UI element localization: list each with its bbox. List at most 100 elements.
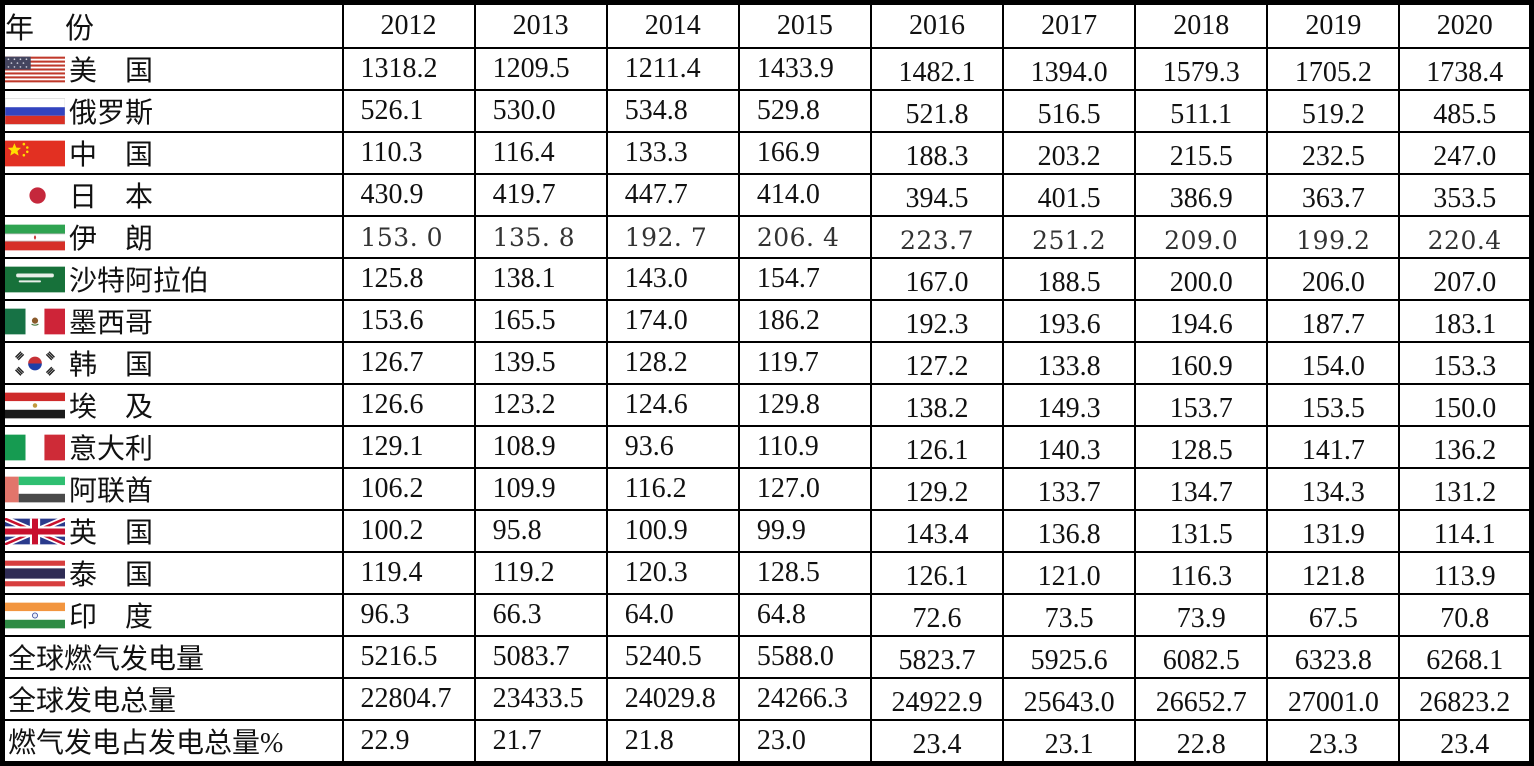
row-label-cell: 意大利 (1, 425, 344, 469)
value-cell: 153.6 (341, 299, 476, 343)
value-cell: 5925.6 (1002, 635, 1137, 679)
value-cell: 153.7 (1134, 383, 1269, 427)
value-cell: 21.8 (605, 719, 740, 765)
row-label: 埃 及 (69, 392, 154, 423)
us-flag-icon (5, 55, 65, 83)
value-cell: 24266.3 (737, 677, 872, 721)
row-label: 泰 国 (69, 560, 154, 591)
row-label-cell: 伊 朗 (1, 215, 344, 259)
value-cell: 131.5 (1134, 509, 1269, 553)
year-header-cell: 2015 (737, 1, 872, 49)
value-cell: 220.4 (1398, 215, 1533, 259)
value-cell: 64.8 (737, 593, 872, 637)
value-cell: 192. 7 (605, 215, 740, 259)
value-cell: 139.5 (473, 341, 608, 385)
value-cell: 511.1 (1134, 89, 1269, 133)
value-cell: 26652.7 (1134, 677, 1269, 721)
table-row: 埃 及 126.6 123.2 124.6 129.8 138.2 149.3 153.7 15… (1, 383, 1533, 427)
value-cell: 6082.5 (1134, 635, 1269, 679)
jp-flag-icon (5, 181, 65, 209)
year-header-cell: 2019 (1266, 1, 1401, 49)
value-cell: 183.1 (1398, 299, 1533, 343)
value-cell: 23.4 (869, 719, 1005, 765)
value-cell: 6323.8 (1266, 635, 1401, 679)
value-cell: 133.8 (1002, 341, 1137, 385)
year-column-header: 年 份 (1, 1, 344, 49)
value-cell: 133.3 (605, 131, 740, 175)
value-cell: 419.7 (473, 173, 608, 217)
value-cell: 121.0 (1002, 551, 1137, 595)
value-cell: 119.4 (341, 551, 476, 595)
value-cell: 199.2 (1266, 215, 1401, 259)
row-label: 中 国 (69, 140, 154, 171)
value-cell: 23.1 (1002, 719, 1137, 765)
value-cell: 120.3 (605, 551, 740, 595)
value-cell: 207.0 (1398, 257, 1533, 301)
value-cell: 521.8 (869, 89, 1005, 133)
value-cell: 116.3 (1134, 551, 1269, 595)
table-row: 印 度 96.3 66.3 64.0 64.8 72.6 73.5 73.9 67.5 70.8 (1, 593, 1533, 637)
value-cell: 128.2 (605, 341, 740, 385)
value-cell: 529.8 (737, 89, 872, 133)
year-header-cell: 2016 (869, 1, 1005, 49)
value-cell: 124.6 (605, 383, 740, 427)
value-cell: 394.5 (869, 173, 1005, 217)
value-cell: 134.3 (1266, 467, 1401, 511)
row-label-cell: 阿联酋 (1, 467, 344, 511)
value-cell: 203.2 (1002, 131, 1137, 175)
value-cell: 251.2 (1002, 215, 1137, 259)
row-label: 意大利 (69, 434, 154, 465)
table-row: 韩 国 126.7 139.5 128.2 119.7 127.2 133.8 160.9 15… (1, 341, 1533, 385)
value-cell: 206.0 (1266, 257, 1401, 301)
table-row: 阿联酋 106.2 109.9 116.2 127.0 129.2 133.7 134.7 13… (1, 467, 1533, 511)
value-cell: 1482.1 (869, 47, 1005, 91)
row-label-cell: 俄罗斯 (1, 89, 344, 133)
value-cell: 141.7 (1266, 425, 1401, 469)
value-cell: 131.2 (1398, 467, 1533, 511)
value-cell: 116.4 (473, 131, 608, 175)
value-cell: 192.3 (869, 299, 1005, 343)
value-cell: 136.2 (1398, 425, 1533, 469)
value-cell: 187.7 (1266, 299, 1401, 343)
row-label-cell: 中 国 (1, 131, 344, 175)
value-cell: 186.2 (737, 299, 872, 343)
value-cell: 125.8 (341, 257, 476, 301)
sa-flag-icon (5, 265, 65, 293)
row-label: 阿联酋 (69, 476, 154, 507)
value-cell: 206. 4 (737, 215, 872, 259)
table-row: 日 本 430.9 419.7 447.7 414.0 394.5 401.5 386.9 36… (1, 173, 1533, 217)
value-cell: 138.2 (869, 383, 1005, 427)
year-header-cell: 2020 (1398, 1, 1533, 49)
value-cell: 174.0 (605, 299, 740, 343)
value-cell: 108.9 (473, 425, 608, 469)
row-label: 伊 朗 (69, 224, 154, 255)
value-cell: 106.2 (341, 467, 476, 511)
value-cell: 154.0 (1266, 341, 1401, 385)
row-label-cell: 全球发电总量 (1, 677, 344, 721)
ae-flag-icon (5, 475, 65, 503)
value-cell: 414.0 (737, 173, 872, 217)
value-cell: 100.9 (605, 509, 740, 553)
row-label-cell: 泰 国 (1, 551, 344, 595)
value-cell: 188.3 (869, 131, 1005, 175)
row-label: 韩 国 (69, 350, 154, 381)
value-cell: 194.6 (1134, 299, 1269, 343)
table-row: 墨西哥 153.6 165.5 174.0 186.2 192.3 193.6 194.6 18… (1, 299, 1533, 343)
row-label: 印 度 (69, 602, 154, 633)
eg-flag-icon (5, 391, 65, 419)
value-cell: 1211.4 (605, 47, 740, 91)
value-cell: 126.1 (869, 551, 1005, 595)
year-header-cell: 2017 (1002, 1, 1137, 49)
value-cell: 25643.0 (1002, 677, 1137, 721)
value-cell: 193.6 (1002, 299, 1137, 343)
value-cell: 110.3 (341, 131, 476, 175)
value-cell: 72.6 (869, 593, 1005, 637)
value-cell: 353.5 (1398, 173, 1533, 217)
table-row: 英 国 100.2 95.8 100.9 99.9 143.4 136.8 131.5 131.… (1, 509, 1533, 553)
value-cell: 129.8 (737, 383, 872, 427)
value-cell: 165.5 (473, 299, 608, 343)
value-cell: 95.8 (473, 509, 608, 553)
value-cell: 136.8 (1002, 509, 1137, 553)
value-cell: 1579.3 (1134, 47, 1269, 91)
value-cell: 232.5 (1266, 131, 1401, 175)
